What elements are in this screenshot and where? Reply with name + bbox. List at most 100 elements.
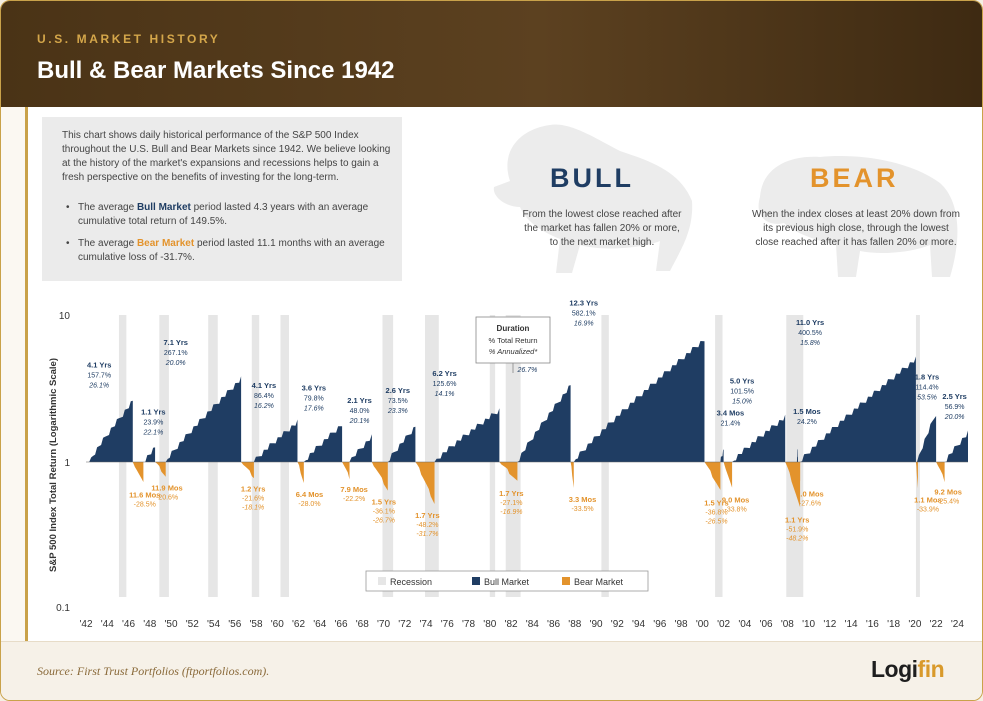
x-tick-label: '72 (398, 619, 411, 630)
bull-average-bullet: The average Bull Market period lasted 4.… (66, 201, 388, 229)
recession-band (505, 315, 521, 597)
x-tick-label: '04 (738, 619, 751, 630)
bull-annualized-label: 16.9% (574, 320, 594, 327)
bear-market-area (499, 462, 518, 481)
bull-annualized-label: 15.8% (800, 340, 820, 347)
bull-heading: BULL (550, 163, 634, 193)
bull-market-area (434, 408, 500, 462)
bull-market-area (916, 416, 937, 462)
bull-duration-label: 2.1 Yrs (347, 396, 371, 405)
x-tick-label: '76 (441, 619, 454, 630)
bull-total-label: 582.1% (572, 310, 596, 317)
x-tick-label: '20 (908, 619, 921, 630)
bullet-text: period lasted 4.3 years with an average … (78, 202, 369, 227)
bear-total-label: -20.6% (156, 495, 178, 502)
bull-total-label: 79.8% (304, 396, 324, 403)
bear-description: When the index closes at least 20% down … (740, 208, 972, 250)
bull-market-area (573, 341, 705, 462)
bear-total-label: -22.2% (343, 496, 365, 503)
header: U.S. MARKET HISTORY Bull & Bear Markets … (1, 1, 982, 107)
page-title: Bull & Bear Markets Since 1942 (37, 57, 395, 84)
duration-key-line: % Total Return (488, 336, 537, 345)
bear-duration-label: 9.0 Mos (722, 495, 750, 504)
bear-description-line: its previous high close, through the low… (763, 223, 949, 234)
bull-market-area (89, 400, 133, 462)
footer: Source: First Trust Portfolios (ftportfo… (1, 641, 982, 700)
x-tick-label: '74 (420, 619, 433, 630)
bear-duration-label: 1.5 Yrs (704, 498, 728, 507)
bear-duration-label: 11.9 Mos (151, 484, 182, 493)
bear-annualized-label: -18.1% (242, 505, 264, 512)
bear-total-label: -25.4% (937, 499, 959, 506)
bear-duration-label: 1.2 Yrs (241, 485, 265, 494)
bull-description-line: to the next market high. (549, 237, 655, 248)
bull-annualized-label: 14.1% (435, 391, 455, 398)
x-tick-label: '10 (802, 619, 815, 630)
bear-total-label: -51.9% (786, 527, 808, 534)
bull-duration-label: 4.1 Yrs (87, 361, 111, 370)
bull-market-area (796, 449, 798, 462)
bull-market-area (720, 449, 724, 462)
x-tick-label: '60 (271, 619, 284, 630)
bear-total-label: -36.8% (705, 509, 727, 516)
bull-total-label: 157.7% (87, 373, 111, 380)
bear-total-label: -27.6% (799, 501, 821, 508)
x-tick-label: '52 (186, 619, 199, 630)
x-tick-label: '14 (845, 619, 858, 630)
x-tick-label: '84 (526, 619, 539, 630)
bear-total-label: -27.1% (500, 500, 522, 507)
duration-key-title: Duration (497, 324, 530, 333)
bear-duration-label: 2.0 Mos (796, 490, 824, 499)
bear-duration-label: 1.7 Yrs (415, 511, 439, 520)
bull-description-line: From the lowest close reached after (522, 209, 682, 220)
bear-market-area (155, 462, 166, 477)
bull-market-area (303, 426, 343, 462)
recession-band (159, 315, 169, 597)
x-tick-label: '92 (611, 619, 624, 630)
bear-total-label: -28.5% (134, 501, 156, 508)
x-tick-label: '12 (823, 619, 836, 630)
bear-total-label: -48.2% (416, 522, 438, 529)
bear-market-area (342, 462, 350, 480)
header-kicker: U.S. MARKET HISTORY (37, 32, 221, 46)
x-tick-label: '88 (568, 619, 581, 630)
bull-total-label: 23.9% (143, 419, 163, 426)
bear-duration-label: 7.9 Mos (340, 485, 368, 494)
bear-duration-label: 1.7 Yrs (499, 489, 523, 498)
bear-duration-label: 3.3 Mos (569, 495, 597, 504)
bear-market-area (915, 462, 918, 489)
bear-annualized-label: -26.7% (373, 518, 395, 525)
x-tick-label: '02 (717, 619, 730, 630)
y-tick-label: 0.1 (56, 603, 70, 614)
x-tick-label: '90 (590, 619, 603, 630)
bull-market-area (165, 376, 242, 462)
bull-duration-label: 3.4 Mos (717, 409, 745, 418)
bull-duration-label: 6.2 Yrs (432, 369, 456, 378)
bull-annualized-label: 26.1% (88, 383, 109, 390)
bull-total-label: 56.9% (945, 404, 965, 411)
legend-label: Bull Market (484, 577, 530, 587)
bear-duration-label: 6.4 Mos (296, 490, 324, 499)
bull-description-line: the market has fallen 20% or more, (524, 223, 680, 234)
bear-duration-label: 11.6 Mos (129, 490, 160, 499)
bear-duration-label: 9.2 Mos (934, 488, 962, 497)
bull-annualized-label: 23.3% (387, 408, 408, 415)
bull-annualized-label: 20.0% (165, 360, 186, 367)
bear-market-area (785, 462, 801, 508)
bull-total-label: 48.0% (350, 408, 370, 415)
x-tick-label: '22 (930, 619, 943, 630)
x-tick-label: '46 (122, 619, 135, 630)
recession-band (382, 315, 394, 597)
bull-duration-label: 11.0 Yrs (796, 318, 824, 327)
bull-description: From the lowest close reached after the … (502, 208, 702, 250)
bull-total-label: 86.4% (254, 393, 274, 400)
bullet-text: period lasted 11.1 months with an averag… (78, 238, 385, 263)
bullet-text: The average (78, 238, 137, 249)
bear-market-area (415, 462, 435, 504)
legend-label: Bear Market (574, 577, 624, 587)
x-tick-label: '68 (356, 619, 369, 630)
bear-market-area (570, 462, 574, 488)
bull-total-label: 24.2% (797, 419, 817, 426)
bull-annualized-label: 53.5% (917, 394, 937, 401)
